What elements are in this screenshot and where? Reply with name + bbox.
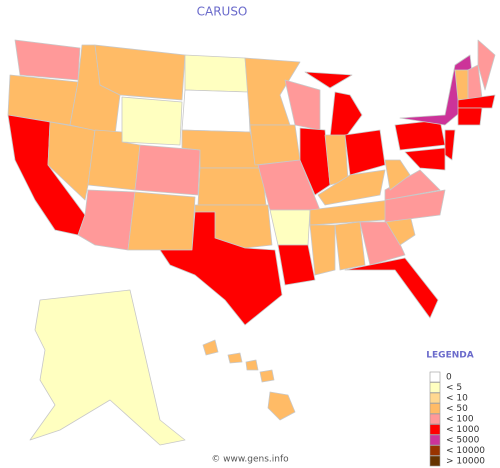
state [284,79,321,131]
legend-label: 0 [446,373,452,383]
state [334,221,366,271]
state [159,211,283,326]
state [244,57,301,126]
legend-label: < 10 [446,394,468,404]
state [317,169,386,206]
state [277,244,316,286]
legend-label: > 10000 [446,457,485,467]
state [299,127,331,196]
state [197,167,267,206]
state [77,189,136,251]
state [202,339,219,356]
legend-label: < 5000 [446,436,480,446]
state [127,191,196,251]
state [329,91,363,139]
state [181,89,251,133]
state [14,39,81,81]
state [477,39,496,91]
state [245,359,259,371]
legend-swatch [429,371,441,383]
state [384,189,446,223]
state [249,124,301,166]
footer: © www.gens.info [211,455,289,465]
state [267,391,296,421]
legend-swatch [429,455,441,467]
legend-label: < 1000 [446,425,480,435]
legend-title: LEGENDA [426,351,473,361]
legend-label: < 50 [446,404,468,414]
state [344,257,439,319]
legend: 0< 5< 10< 50< 100< 1000< 5000< 10000> 10… [429,371,485,467]
state [457,107,483,126]
state [94,44,186,101]
legend-swatch [429,403,441,414]
state [269,209,311,246]
state [404,147,446,171]
state [394,119,446,151]
state [344,129,386,176]
state [134,144,201,196]
legend-swatch [429,392,441,404]
legend-label: < 5 [446,383,462,393]
state [29,289,186,446]
state [259,369,275,383]
state [457,94,496,109]
state [121,96,183,146]
state [384,159,411,191]
state [304,71,353,89]
legend-swatch [429,445,441,456]
state [227,352,243,364]
legend-swatch [429,413,441,425]
legend-swatch [429,382,441,393]
legend-label: < 10000 [446,446,485,456]
map-title: CARUSO [197,5,248,19]
states [7,39,496,446]
legend-swatch [429,434,441,446]
legend-label: < 100 [446,415,474,425]
state [444,129,456,161]
legend-swatch [429,424,441,435]
state [184,54,249,93]
state [309,224,336,276]
state [309,199,391,226]
